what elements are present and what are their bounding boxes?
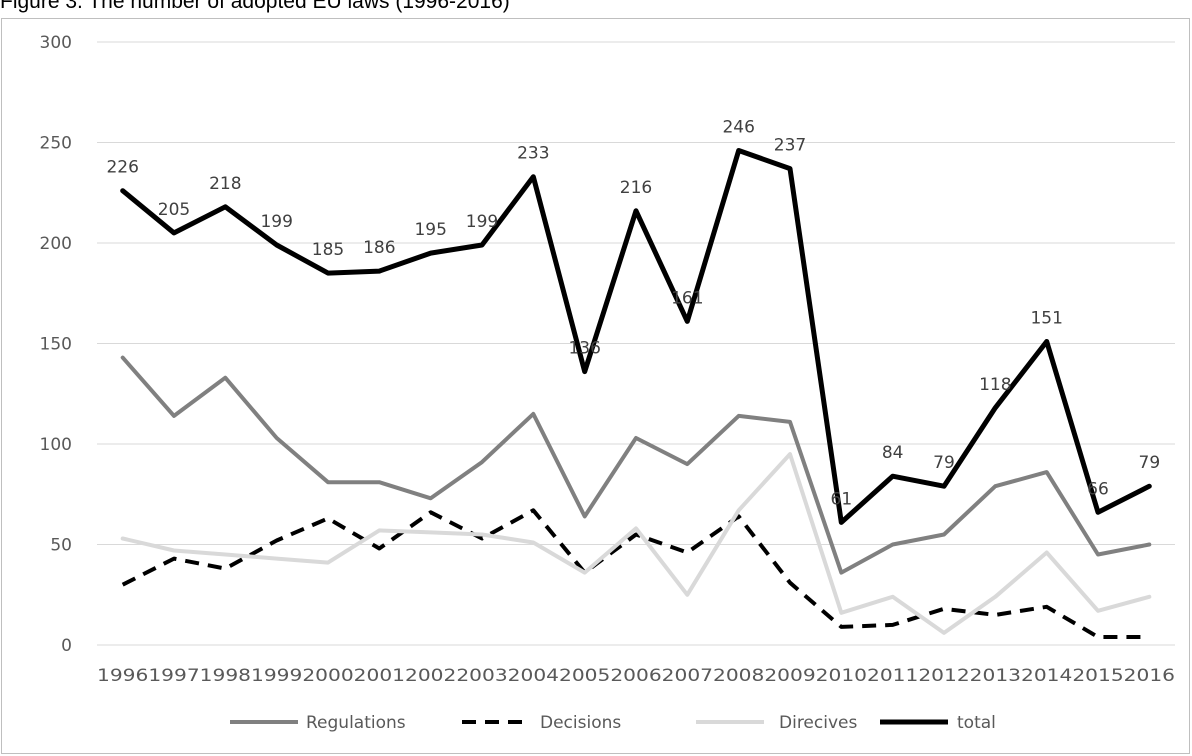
x-tick-label: 1996 (97, 666, 148, 686)
x-tick-label: 1998 (200, 666, 251, 686)
data-label: 186 (363, 238, 395, 258)
y-tick-label: 50 (50, 536, 72, 556)
x-tick-label: 2012 (918, 666, 969, 686)
series-line-decisions (121, 508, 1150, 639)
data-label: 84 (882, 443, 904, 463)
legend-label: Direcives (779, 713, 857, 733)
y-tick-label: 200 (40, 234, 72, 254)
data-label: 199 (466, 212, 498, 232)
x-tick-label: 2003 (456, 666, 507, 686)
data-label: 218 (209, 174, 241, 194)
x-tick-label: 2010 (816, 666, 867, 686)
x-tick-label: 2016 (1124, 666, 1175, 686)
data-label: 66 (1087, 479, 1109, 499)
legend: Regulations Decisions Direcives total (230, 713, 996, 733)
data-label: 185 (312, 240, 344, 260)
data-label: 61 (831, 489, 853, 509)
data-label: 151 (1030, 308, 1062, 328)
data-label: 79 (933, 453, 955, 473)
x-tick-label: 1999 (251, 666, 302, 686)
figure-caption: Figure 3. The number of adopted EU laws … (0, 0, 510, 13)
y-tick-label: 150 (40, 335, 72, 355)
data-label: 216 (620, 178, 652, 198)
x-tick-label: 2013 (970, 666, 1021, 686)
x-tick-label: 2007 (662, 666, 713, 686)
chart-frame (1, 18, 1190, 754)
data-label: 246 (722, 118, 754, 138)
legend-label: total (957, 713, 996, 733)
data-label: 79 (1139, 453, 1161, 473)
y-tick-label: 300 (40, 33, 72, 53)
x-tick-label: 2006 (610, 666, 661, 686)
data-label: 237 (774, 136, 806, 156)
x-tick-label: 2009 (764, 666, 815, 686)
series-line-direcives (120, 452, 1152, 635)
data-label: 161 (671, 288, 703, 308)
series-line-total (120, 148, 1152, 525)
gridlines (97, 41, 1175, 646)
x-tick-label: 2005 (559, 666, 610, 686)
y-axis-ticks: 0 50 100 150 200 250 300 (40, 33, 72, 656)
data-label: 195 (414, 220, 446, 240)
x-tick-label: 2004 (508, 666, 559, 686)
data-label: 233 (517, 144, 549, 164)
data-labels: 226 205 218 199 185 186 195 199 233 136 216 161 246 2… (106, 118, 1160, 510)
x-tick-label: 1997 (148, 666, 199, 686)
y-tick-label: 100 (40, 435, 72, 455)
x-axis-ticks: 1996 1997 1998 1999 2000 2001 2002 2003 2004 2005… (97, 666, 1175, 686)
x-tick-label: 2008 (713, 666, 764, 686)
data-label: 205 (158, 200, 190, 220)
x-tick-label: 2001 (354, 666, 405, 686)
data-label: 199 (260, 212, 292, 232)
x-tick-label: 2000 (302, 666, 353, 686)
data-label: 226 (106, 158, 138, 178)
x-tick-label: 2002 (405, 666, 456, 686)
legend-label: Decisions (540, 713, 621, 733)
series-line-regulations (120, 355, 1152, 575)
data-label: 118 (979, 375, 1011, 395)
legend-label: Regulations (306, 713, 406, 733)
y-tick-label: 0 (61, 636, 72, 656)
x-tick-label: 2014 (1021, 666, 1072, 686)
y-tick-label: 250 (40, 134, 72, 154)
data-label: 136 (568, 339, 600, 359)
x-tick-label: 2015 (1072, 666, 1123, 686)
x-tick-label: 2011 (867, 666, 918, 686)
series-lines (120, 148, 1152, 639)
